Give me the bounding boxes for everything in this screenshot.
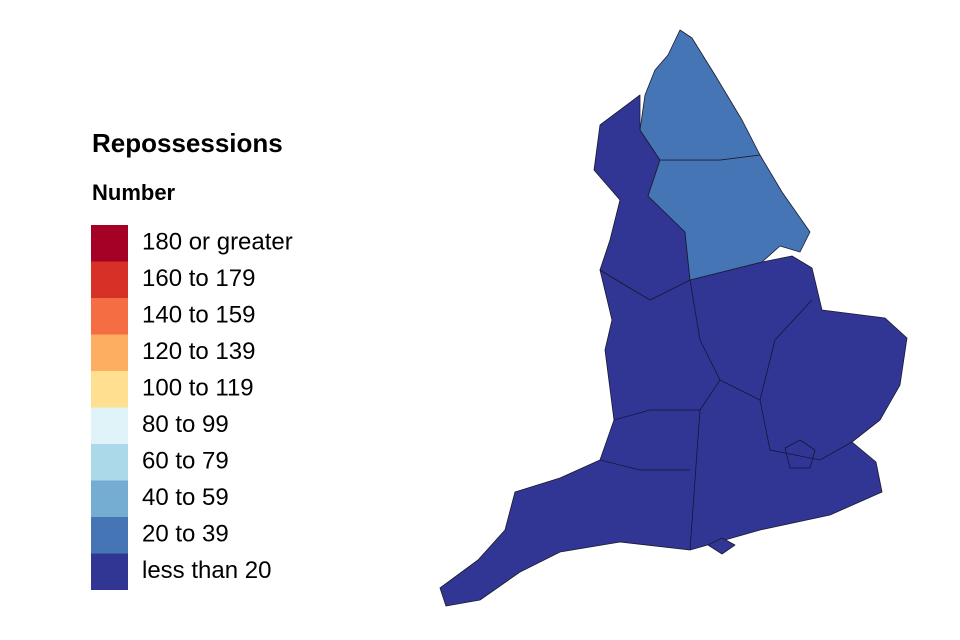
legend-swatch: [91, 553, 128, 590]
region-border: [689, 409, 701, 551]
legend: 180 or greater 160 to 179 140 to 159 120 to…: [91, 225, 293, 590]
legend-label: 120 to 139: [142, 338, 255, 365]
region-border: [599, 459, 690, 471]
region-south: [439, 255, 908, 607]
england-map: [439, 29, 908, 607]
legend-label: less than 20: [142, 557, 271, 584]
region-border: [784, 439, 816, 469]
legend-swatch: [91, 225, 128, 262]
legend-label: 180 or greater: [142, 229, 293, 256]
legend-swatch: [91, 517, 128, 554]
region-north-east: [639, 29, 761, 161]
legend-swatch: [91, 298, 128, 335]
legend-label: 60 to 79: [142, 448, 229, 475]
legend-subtitle: Number: [92, 180, 176, 205]
legend-label: 160 to 179: [142, 265, 255, 292]
region-border: [759, 399, 853, 461]
legend-swatch: [91, 407, 128, 444]
legend-label: 140 to 159: [142, 302, 255, 329]
legend-label: 20 to 39: [142, 521, 229, 548]
legend-swatch: [91, 371, 128, 408]
legend-swatch: [91, 480, 128, 517]
legend-swatch: [91, 261, 128, 298]
region-border: [613, 379, 721, 421]
legend-swatch: [91, 444, 128, 481]
isle-of-wight: [707, 537, 736, 555]
region-border: [689, 279, 813, 401]
legend-label: 100 to 119: [142, 375, 254, 402]
legend-label: 40 to 59: [142, 484, 229, 511]
legend-title: Repossessions: [92, 128, 283, 158]
legend-label: 80 to 99: [142, 411, 229, 438]
legend-swatch: [91, 334, 128, 371]
